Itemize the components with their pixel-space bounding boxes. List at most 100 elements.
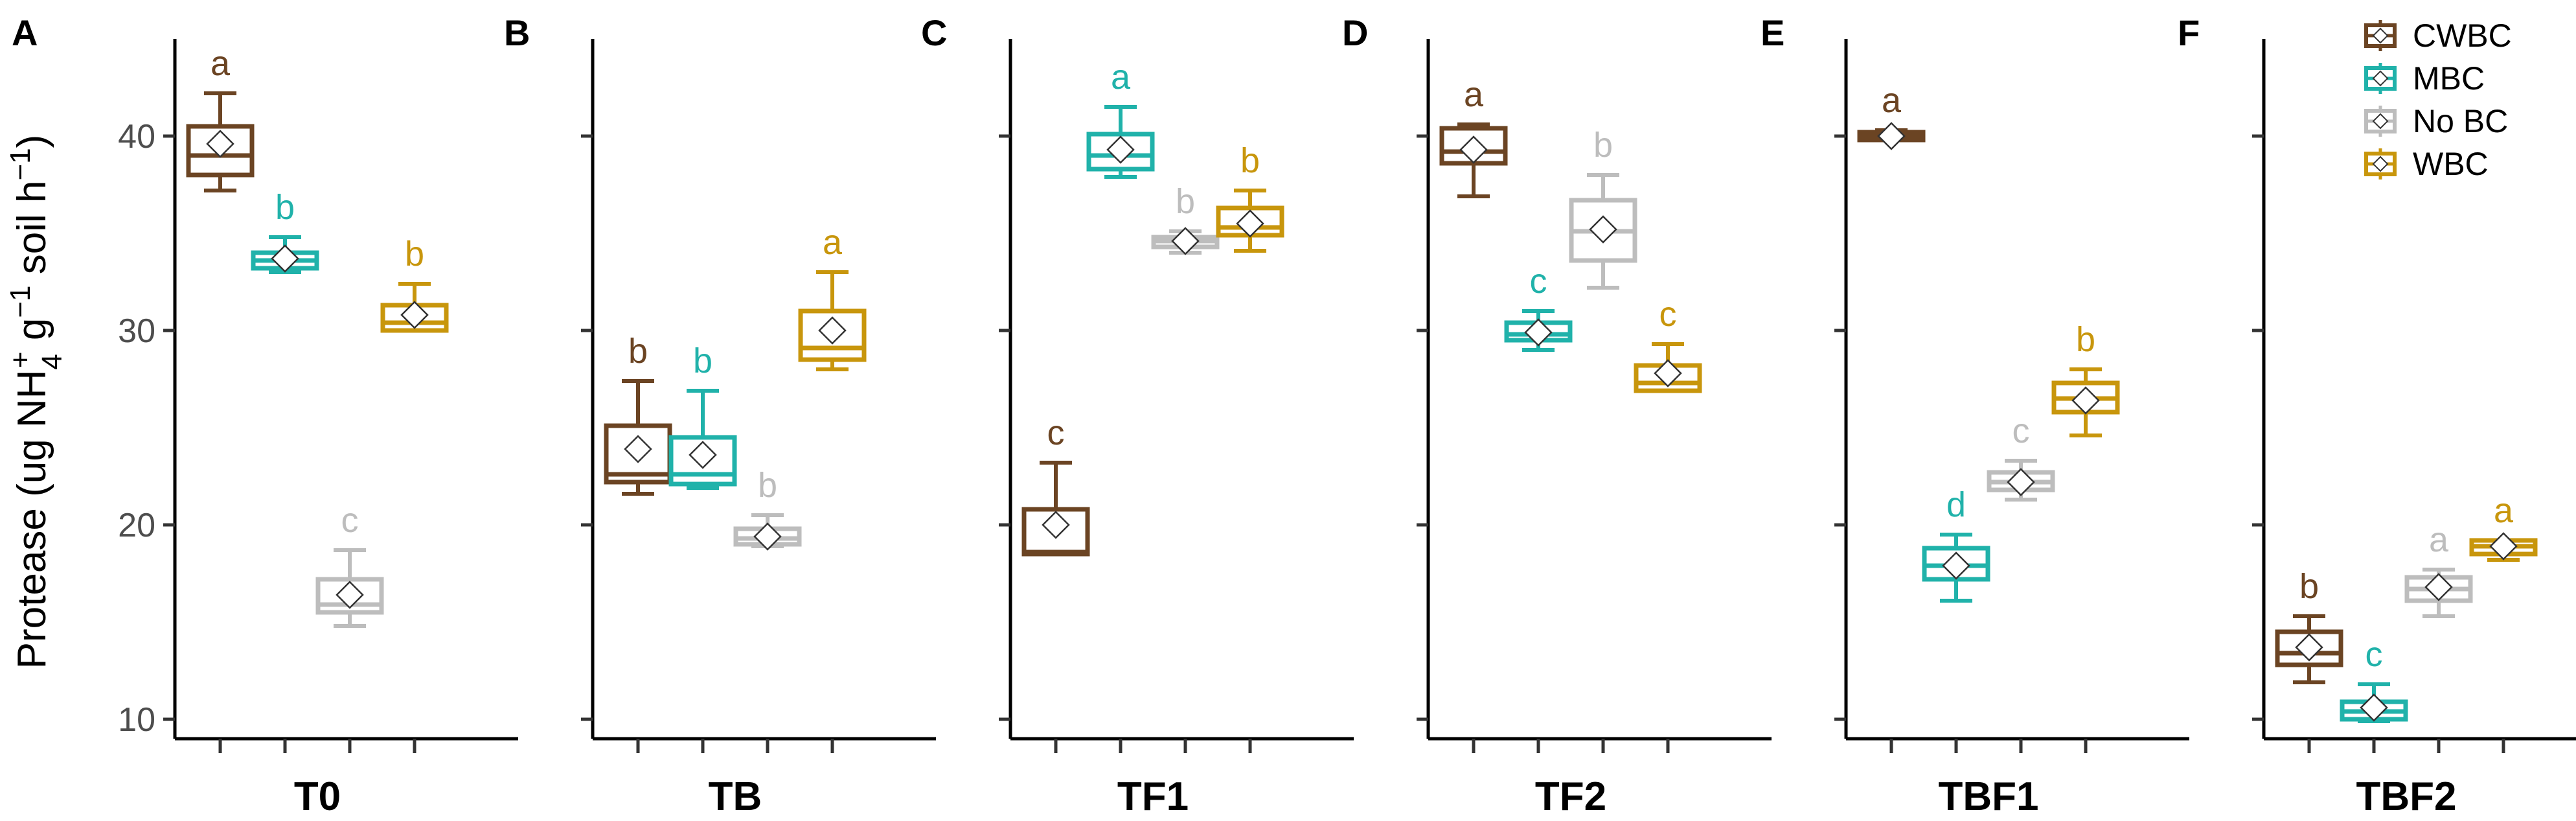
y-title-close: ) — [10, 135, 54, 148]
panel-T0: A 10 20 30 40 T0 a b c b — [12, 12, 518, 819]
panel-TBF1: E TBF1 a d c b — [1761, 12, 2189, 819]
box-no-bc: c — [1987, 411, 2055, 502]
significance-letter: b — [1240, 141, 1260, 180]
x-axis-label: TF1 — [1117, 774, 1189, 819]
box-wbc: a — [2469, 491, 2538, 562]
significance-letter: b — [1176, 182, 1195, 221]
mean-marker — [2489, 532, 2518, 561]
y-title-suffix: soil h — [10, 181, 54, 286]
box-no-bc: a — [2404, 520, 2473, 618]
y-title-mid: g — [10, 318, 54, 352]
mean-marker — [818, 316, 847, 345]
legend-label: MBC — [2413, 60, 2485, 97]
panel-letter: B — [504, 12, 530, 53]
legend-item-cwbc: CWBC — [2364, 17, 2512, 54]
x-axis-label: TF2 — [1535, 774, 1606, 819]
significance-letter: a — [2429, 520, 2449, 559]
legend-mean — [2372, 113, 2389, 130]
y-tick-label: 10 — [118, 701, 155, 739]
y-title-prefix: Protease (ug NH — [10, 370, 54, 669]
box-wbc: b — [2051, 320, 2120, 437]
significance-letter: c — [1530, 262, 1547, 301]
box-mbc: c — [2340, 635, 2408, 723]
mean-marker — [689, 441, 717, 469]
box-cwbc: b — [604, 332, 672, 496]
x-axis-label: T0 — [294, 774, 341, 819]
legend-label: CWBC — [2413, 17, 2512, 54]
mean-marker — [271, 244, 299, 273]
mean-marker — [1524, 318, 1553, 347]
mean-marker — [753, 522, 782, 551]
panel-letter: E — [1761, 12, 1784, 53]
mean-marker — [1106, 135, 1135, 164]
mean-marker — [1942, 551, 1970, 580]
box-cwbc: a — [186, 44, 255, 192]
mean-marker — [1654, 359, 1682, 387]
legend-item-no-bc: No BC — [2364, 103, 2508, 139]
panel-letter: A — [12, 12, 38, 53]
significance-letter: b — [628, 332, 648, 371]
mean-marker — [1877, 122, 1906, 150]
mean-marker — [2360, 693, 2388, 722]
significance-letter: c — [2365, 635, 2383, 674]
panel-letter: C — [921, 12, 947, 53]
y-tick-label: 40 — [118, 118, 155, 156]
y-title-sup-neg1: −1 — [5, 285, 36, 318]
legend-item-wbc: WBC — [2364, 146, 2489, 182]
significance-letter: d — [1946, 485, 1966, 524]
legend: CWBC MBC No BC WBC — [2364, 17, 2512, 182]
legend-label: WBC — [2413, 146, 2489, 182]
box-wbc: b — [1216, 141, 1284, 253]
box-wbc: a — [798, 223, 867, 371]
mean-marker — [1042, 511, 1070, 539]
mean-marker — [1236, 209, 1264, 238]
mean-marker — [2295, 633, 2323, 662]
mean-marker — [1171, 227, 1200, 255]
significance-letter: b — [275, 188, 295, 227]
significance-letter: c — [1047, 413, 1065, 452]
significance-letter: b — [405, 235, 424, 273]
mean-marker — [206, 130, 234, 158]
legend-mean — [2372, 70, 2389, 87]
y-tick-label: 20 — [118, 507, 155, 544]
panel-TF1: C TF1 c a b b — [921, 12, 1354, 819]
panels-layer: A 10 20 30 40 T0 a b c b B TB b b b a C TF1 c a b b D TF2 a c b c E T… — [12, 12, 2576, 819]
legend-mean — [2372, 27, 2389, 44]
box-cwbc: a — [1439, 75, 1508, 198]
x-axis-label: TBF1 — [1939, 774, 2039, 819]
significance-letter: a — [2494, 491, 2514, 530]
y-title-sup-neg1b: −1 — [5, 148, 36, 180]
significance-letter: b — [2076, 320, 2095, 359]
panel-TB: B TB b b b a — [504, 12, 936, 819]
box-no-bc: b — [1569, 126, 1637, 290]
svg-text:Protease (ug NH4+ g−1 soil h−1: Protease (ug NH4+ g−1 soil h−1) — [5, 135, 68, 669]
legend-mean — [2372, 156, 2389, 172]
significance-letter: c — [341, 501, 359, 540]
box-no-bc: c — [315, 501, 384, 628]
panel-letter: F — [2178, 12, 2200, 53]
legend-item-mbc: MBC — [2364, 60, 2485, 97]
box-mbc: c — [1504, 262, 1573, 352]
significance-letter: b — [1593, 126, 1613, 165]
significance-letter: a — [211, 44, 231, 83]
y-title-sup-plus: + — [5, 351, 36, 368]
significance-letter: b — [2299, 567, 2319, 606]
panel-TBF2: F TBF2 b c a a — [2178, 12, 2576, 819]
box-cwbc: a — [1857, 81, 1926, 150]
mean-marker — [1589, 215, 1617, 244]
x-axis-label: TBF2 — [2356, 774, 2457, 819]
panel-TF2: D TF2 a c b c — [1342, 12, 1772, 819]
significance-letter: c — [2012, 411, 2030, 450]
box-mbc: d — [1922, 485, 1990, 603]
panel-letter: D — [1342, 12, 1368, 53]
significance-letter: a — [823, 223, 843, 262]
mean-marker — [336, 581, 364, 609]
mean-marker — [400, 301, 429, 329]
box-cwbc: b — [2275, 567, 2343, 684]
legend-label: No BC — [2413, 103, 2508, 139]
significance-letter: b — [693, 341, 712, 380]
significance-letter: c — [1659, 295, 1677, 334]
y-axis-title: Protease (ug NH4+ g−1 soil h−1) — [5, 135, 68, 669]
box-wbc: b — [380, 235, 449, 333]
